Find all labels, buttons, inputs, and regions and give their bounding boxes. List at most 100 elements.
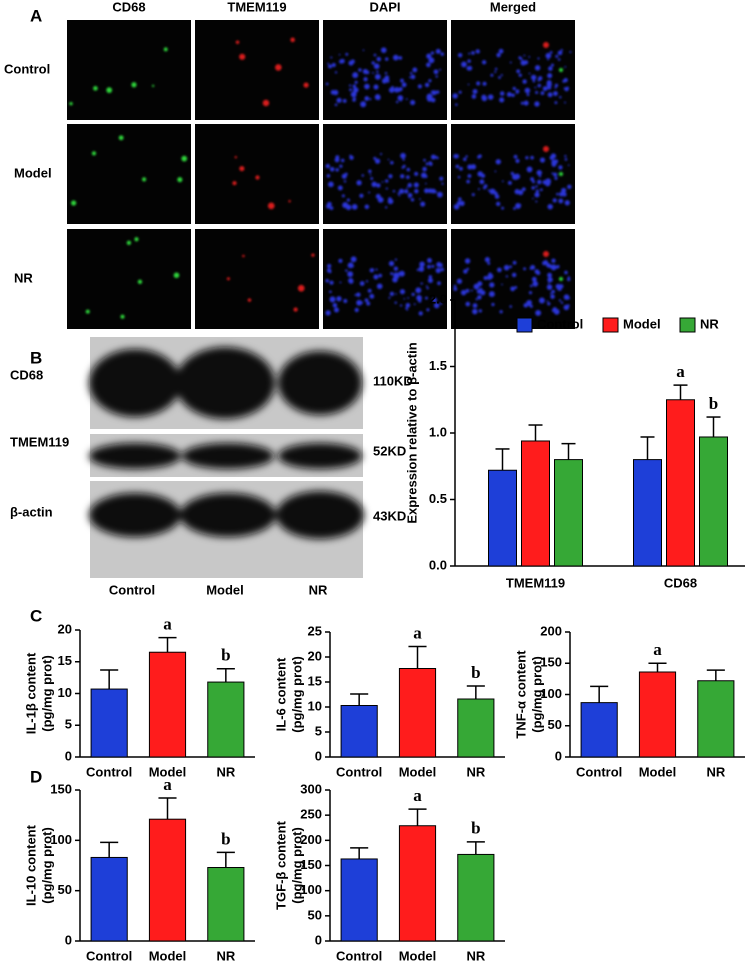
fluorescence-spot <box>126 240 132 245</box>
fluorescence-spot <box>405 302 411 308</box>
fluorescence-spot <box>431 90 437 96</box>
fluorescence-spot <box>553 172 558 177</box>
fluorescence-spot <box>410 74 416 80</box>
fluorescence-spot <box>499 310 503 314</box>
fluorescence-spot <box>425 182 427 185</box>
fluorescence-spot <box>476 81 481 86</box>
fluorescence-spot <box>359 193 364 198</box>
y-tick-label: 200 <box>300 832 322 847</box>
fluorescence-spot <box>526 300 532 306</box>
y-tick-label: 200 <box>540 623 562 638</box>
bar <box>488 469 517 567</box>
fluorescence-spot <box>564 158 568 161</box>
fluorescence-spot <box>378 273 383 278</box>
fluorescence-spot <box>163 47 168 52</box>
fluorescence-spot <box>409 72 413 75</box>
fluorescence-spot <box>425 162 429 166</box>
fluorescence-spot <box>347 271 354 278</box>
fluorescence-spot <box>428 57 435 64</box>
blot-size: 110KD <box>373 373 413 388</box>
panel-label: B <box>30 348 42 367</box>
y-tick-label: 100 <box>50 832 72 847</box>
y-tick-label: 20 <box>58 621 72 636</box>
y-tick-label: 50 <box>308 907 322 922</box>
blot-lane: Control <box>109 582 155 597</box>
error-bar <box>648 662 667 672</box>
fluorescence-spot <box>398 87 403 92</box>
y-tick-label: 2.0 <box>429 291 447 306</box>
fluorescence-spot <box>477 295 482 300</box>
fluorescence-spot <box>407 183 412 188</box>
fluorescence-spot <box>562 79 566 83</box>
fluorescence-spot <box>379 152 383 156</box>
fluorescence-spot <box>329 166 335 172</box>
significance-label: b <box>471 819 480 838</box>
fluorescence-spot <box>520 101 524 105</box>
x-tick-label: CD68 <box>664 575 697 590</box>
fluorescence-spot <box>466 179 470 184</box>
fluorescence-spot <box>406 308 409 311</box>
fluorescence-spot <box>554 86 557 89</box>
fluorescence-spot <box>400 78 404 83</box>
fluorescence-spot <box>539 157 546 163</box>
fluorescence-spot <box>398 56 403 60</box>
image-row-label: NR <box>14 270 33 285</box>
fluorescence-spot <box>494 191 498 196</box>
x-tick-label: Control <box>336 948 382 963</box>
fluorescence-spot <box>487 273 494 280</box>
error-bar <box>350 693 369 706</box>
fluorescence-spot <box>483 276 488 281</box>
bar <box>340 705 378 758</box>
fluorescence <box>325 256 445 316</box>
fluorescence-spot <box>388 296 391 299</box>
fluorescence <box>85 237 180 319</box>
error-bar <box>158 797 177 820</box>
fluorescence-spot <box>407 192 413 198</box>
fluorescence-spot <box>535 200 538 203</box>
fluorescence-spot <box>506 92 512 97</box>
y-tick-label: 15 <box>58 653 72 668</box>
fluorescence-spot <box>334 71 338 74</box>
fluorescence-spot <box>374 73 381 80</box>
fluorescence-spot <box>325 82 329 86</box>
fluorescence-spot <box>343 299 348 303</box>
fluorescence-spot <box>413 182 419 188</box>
fluorescence-spot <box>389 291 395 297</box>
fluorescence-spot <box>538 174 542 178</box>
fluorescence-spot <box>434 190 437 194</box>
significance-label: b <box>709 394 718 413</box>
blot-protein: TMEM119 <box>10 434 69 449</box>
fluorescence-spot <box>513 154 518 159</box>
fluorescence-spot <box>430 51 435 55</box>
fluorescence-spot <box>376 283 383 290</box>
fluorescence-spot <box>356 292 361 297</box>
fluorescence-spot <box>559 172 563 176</box>
fluorescence-spot <box>349 88 352 92</box>
fluorescence-spot <box>297 284 305 292</box>
fluorescence-spot <box>369 98 372 101</box>
fluorescence-spot <box>535 309 542 316</box>
fluorescence-spot <box>567 164 570 166</box>
fluorescence-spot <box>499 97 505 103</box>
fluorescence-spot <box>500 74 503 77</box>
fluorescence-spot <box>489 188 496 195</box>
x-tick-label: Control <box>576 764 622 779</box>
fluorescence-spot <box>530 177 534 182</box>
fluorescence-spot <box>511 93 515 97</box>
bar <box>148 651 187 758</box>
fluorescence-spot <box>465 301 471 307</box>
fluorescence-spot <box>463 269 468 274</box>
fluorescence-spot <box>530 155 534 160</box>
fluorescence-spot <box>479 287 483 291</box>
fluorescence-spot <box>370 177 374 180</box>
fluorescence-spot <box>562 192 567 197</box>
bar <box>148 818 187 942</box>
fluorescence-spot <box>328 64 333 69</box>
fluorescence-spot <box>339 281 342 284</box>
fluorescence-spot <box>69 101 73 106</box>
y-tick-label: 50 <box>58 882 72 897</box>
fluorescence-spot <box>498 48 504 54</box>
y-tick-label: 250 <box>300 807 322 822</box>
fluorescence-spot <box>394 258 398 261</box>
blot-band <box>276 491 364 539</box>
